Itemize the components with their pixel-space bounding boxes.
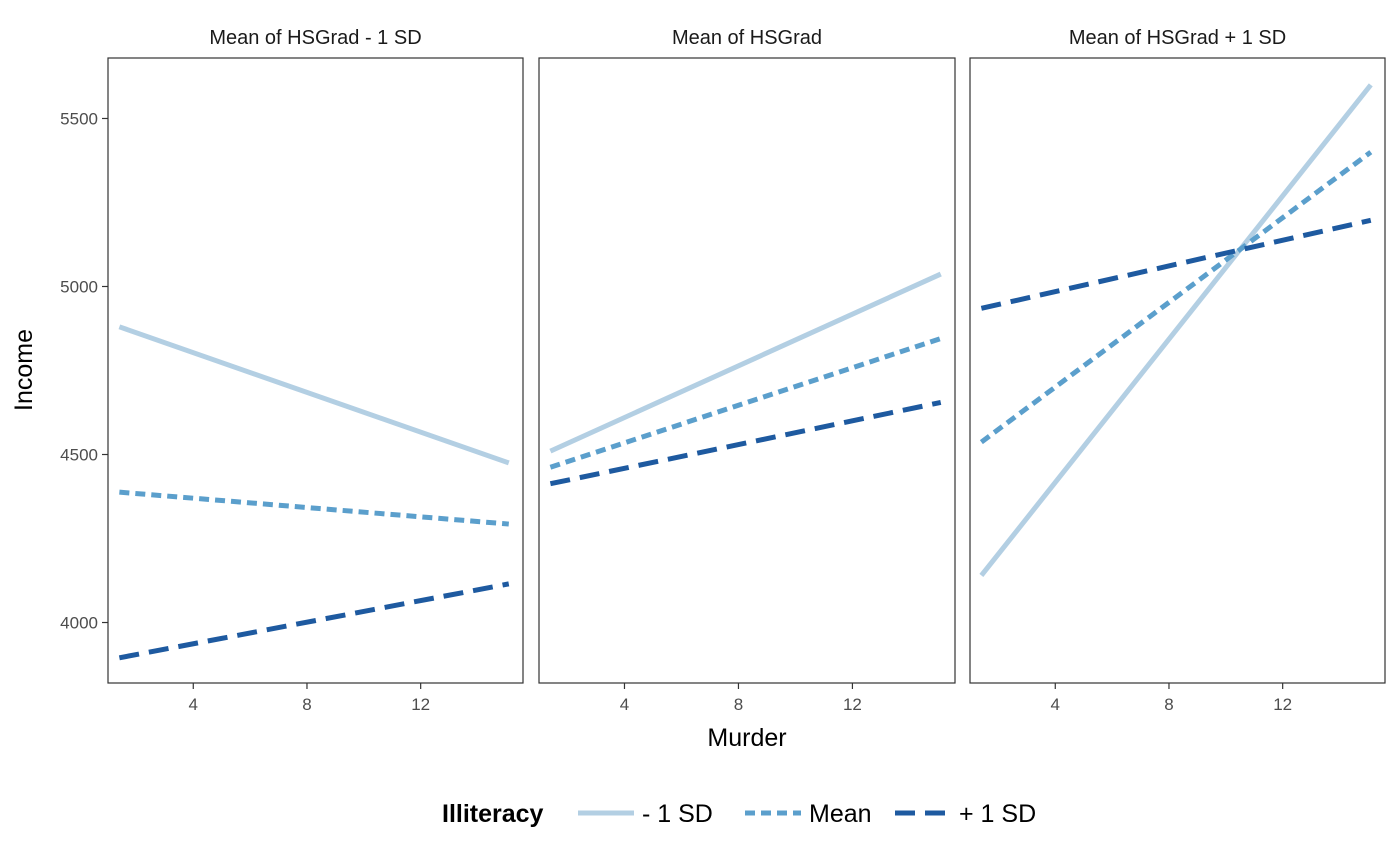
panel-border: [107, 57, 524, 684]
series-line-1-sd: [549, 271, 942, 454]
x-tick-label: 8: [302, 695, 311, 714]
series-line-mean: [119, 489, 509, 527]
y-axis: 4000 4500 5000 5500: [60, 109, 108, 633]
series-line-1-sd: [118, 581, 510, 661]
y-tick-label: 4500: [60, 446, 98, 465]
legend-label-3: + 1 SD: [959, 800, 1036, 828]
series-line-1-sd: [979, 83, 1373, 578]
panel-border: [538, 57, 956, 684]
panel-title: Mean of HSGrad - 1 SD: [209, 27, 421, 49]
panel-2: Mean of HSGrad 4 8 12: [538, 27, 956, 714]
legend-label-2: Mean: [809, 800, 872, 828]
x-tick-label: 12: [1273, 695, 1292, 714]
y-tick-label: 5000: [60, 277, 98, 296]
legend: Illiteracy - 1 SD Mean + 1 SD: [442, 800, 1036, 828]
panel-1: Mean of HSGrad - 1 SD 4 8 12: [107, 27, 524, 714]
x-tick-label: 4: [1051, 695, 1060, 714]
series-line-mean: [549, 336, 942, 470]
panel-border: [969, 57, 1386, 684]
series-line-1-sd: [980, 217, 1372, 311]
panel-title: Mean of HSGrad + 1 SD: [1069, 27, 1286, 49]
x-axis-title: Murder: [707, 724, 786, 752]
panel-3: Mean of HSGrad + 1 SD 4 8 12: [969, 27, 1386, 714]
x-tick-label: 8: [1164, 695, 1173, 714]
x-tick-label: 4: [620, 695, 629, 714]
series-line-mean: [979, 150, 1373, 445]
series-line-1-sd: [118, 324, 510, 466]
panel-title: Mean of HSGrad: [672, 27, 822, 49]
legend-title: Illiteracy: [442, 800, 544, 828]
series-line-1-sd: [549, 399, 942, 487]
panels: Mean of HSGrad - 1 SD 4 8 12 Mean of HSGrad 4…: [107, 27, 1386, 714]
x-tick-label: 8: [734, 695, 743, 714]
y-axis-title: Income: [10, 329, 38, 411]
x-tick-label: 12: [843, 695, 862, 714]
y-tick-label: 5500: [60, 109, 98, 128]
y-tick-label: 4000: [60, 614, 98, 633]
x-tick-label: 4: [189, 695, 198, 714]
legend-label-1: - 1 SD: [642, 800, 713, 828]
x-tick-label: 12: [411, 695, 430, 714]
